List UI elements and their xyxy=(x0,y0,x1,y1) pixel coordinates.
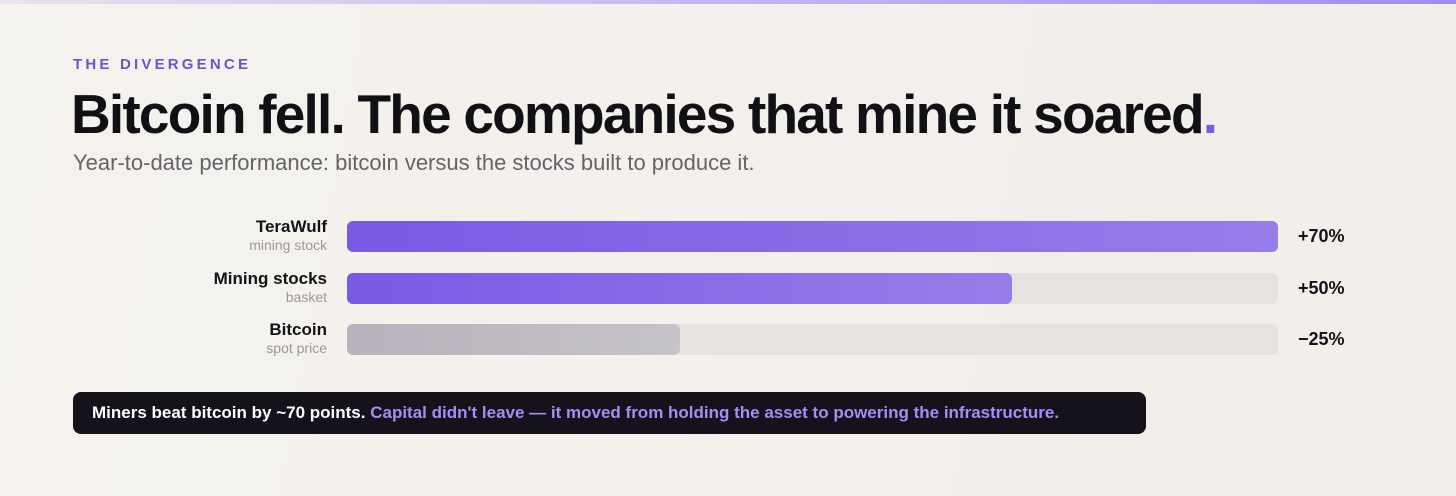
category-sublabel: basket xyxy=(285,288,327,305)
eyebrow: THE DIVERGENCE xyxy=(73,56,252,73)
bar xyxy=(347,272,1012,304)
category-label: Mining stocks xyxy=(213,268,327,288)
bar xyxy=(347,221,1278,252)
category-sublabel: mining stock xyxy=(249,237,327,253)
category-sublabel: spot price xyxy=(266,340,327,356)
callout-accent: Capital didn't leave — it moved from hol… xyxy=(370,403,1060,422)
category-label: TeraWulf xyxy=(255,217,327,236)
chart-title: Bitcoin fell. The companies that mine it… xyxy=(71,82,1218,146)
callout: Miners beat bitcoin by ~70 points. Capit… xyxy=(73,392,1146,434)
subtitle: Year-to-date performance: bitcoin versus… xyxy=(73,150,755,175)
value-label: −25% xyxy=(1298,329,1345,349)
category-label: Bitcoin xyxy=(269,320,327,339)
value-label: +70% xyxy=(1298,226,1345,246)
title-text: Bitcoin fell. The companies that mine it… xyxy=(71,83,1205,145)
callout-text: Miners beat bitcoin by ~70 points. xyxy=(92,403,366,422)
title-accent: . xyxy=(1202,83,1218,145)
top-accent-line xyxy=(0,0,1456,4)
bar xyxy=(347,324,680,355)
value-label: +50% xyxy=(1298,277,1345,298)
